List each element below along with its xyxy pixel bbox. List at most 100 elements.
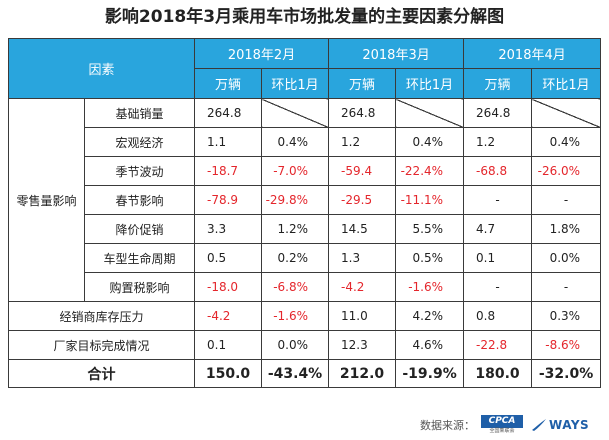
cpca-logo: CPCA 全国乘联会 <box>481 415 523 435</box>
total-label: 合计 <box>7 359 196 388</box>
row-label: 车型生命周期 <box>83 243 196 273</box>
mom-cell: 0.3% <box>531 301 602 331</box>
value-cell: -68.8 <box>463 156 533 186</box>
row-label: 经销商库存压力 <box>7 301 196 331</box>
total-value-cell: 212.0 <box>328 359 397 388</box>
empty-diagonal-cell <box>395 98 465 128</box>
row-label: 季节波动 <box>83 156 196 186</box>
mom-cell: 0.5% <box>395 243 465 273</box>
total-value-cell: 150.0 <box>194 359 263 388</box>
mom-cell: 0.0% <box>261 330 330 360</box>
mom-cell: 4.6% <box>395 330 465 360</box>
ways-logo-text: WAYS <box>549 418 590 432</box>
mom-cell: 0.4% <box>531 127 602 157</box>
table-row: 购置税影响 -18.0 -6.8% -4.2 -1.6% - - <box>9 272 602 302</box>
header-mom: 环比1月 <box>261 68 330 99</box>
mom-cell: -26.0% <box>531 156 602 186</box>
value-cell: 1.2 <box>463 127 533 157</box>
mom-cell: 5.5% <box>395 214 465 244</box>
value-cell: 1.3 <box>328 243 397 273</box>
factor-table: 因素 2018年2月 2018年3月 2018年4月 万辆 环比1月 万辆 环比… <box>7 38 602 388</box>
ways-logo: WAYS <box>531 418 589 432</box>
cpca-logo-subtext: 全国乘联会 <box>489 428 515 434</box>
value-cell: - <box>463 272 533 302</box>
empty-diagonal-cell <box>261 98 330 128</box>
cpca-logo-mark: CPCA <box>481 415 523 428</box>
value-cell: -18.0 <box>194 272 263 302</box>
table-row: 经销商库存压力 -4.2 -1.6% 11.0 4.2% 0.8 0.3% <box>7 301 602 331</box>
header-month-feb: 2018年2月 <box>194 38 330 69</box>
table-row: 宏观经济 1.1 0.4% 1.2 0.4% 1.2 0.4% <box>9 127 602 157</box>
mom-cell: 0.4% <box>395 127 465 157</box>
value-cell: 0.1 <box>463 243 533 273</box>
header-mom: 环比1月 <box>531 68 602 99</box>
mom-cell: -1.6% <box>261 301 330 331</box>
table-row: 降价促销 3.3 1.2% 14.5 5.5% 4.7 1.8% <box>9 214 602 244</box>
value-cell: 4.7 <box>463 214 533 244</box>
mom-cell: - <box>531 185 602 215</box>
mom-cell: 4.2% <box>395 301 465 331</box>
header-month-mar: 2018年3月 <box>328 38 465 69</box>
value-cell: 11.0 <box>328 301 397 331</box>
value-cell: -78.9 <box>194 185 263 215</box>
empty-diagonal-cell <box>531 98 602 128</box>
mom-cell: -8.6% <box>531 330 602 360</box>
mom-cell: -29.8% <box>261 185 330 215</box>
value-cell: 264.8 <box>463 98 533 128</box>
mom-cell: -7.0% <box>261 156 330 186</box>
value-cell: -59.4 <box>328 156 397 186</box>
total-mom-cell: -19.9% <box>395 359 465 388</box>
row-label: 宏观经济 <box>83 127 196 157</box>
row-label: 降价促销 <box>83 214 196 244</box>
header-row-months: 因素 2018年2月 2018年3月 2018年4月 <box>7 38 602 99</box>
row-label: 春节影响 <box>83 185 196 215</box>
mom-cell: 0.0% <box>531 243 602 273</box>
mom-cell: 1.8% <box>531 214 602 244</box>
mom-cell: -11.1% <box>395 185 465 215</box>
table-row: 零售量影响 基础销量 264.8 264.8 264.8 <box>8 98 602 302</box>
table-row: 季节波动 -18.7 -7.0% -59.4 -22.4% -68.8 -26.0% <box>9 156 602 186</box>
header-unit: 万辆 <box>463 68 533 99</box>
source-footer: 数据来源： CPCA 全国乘联会 WAYS <box>420 414 605 436</box>
row-label: 厂家目标完成情况 <box>7 330 196 360</box>
value-cell: 264.8 <box>194 98 263 128</box>
value-cell: - <box>463 185 533 215</box>
value-cell: 0.8 <box>463 301 533 331</box>
value-cell: 3.3 <box>194 214 263 244</box>
value-cell: -18.7 <box>194 156 263 186</box>
ways-swoosh-icon <box>532 419 546 431</box>
value-cell: 0.1 <box>194 330 263 360</box>
value-cell: 12.3 <box>328 330 397 360</box>
mom-cell: - <box>531 272 602 302</box>
value-cell: -22.8 <box>463 330 533 360</box>
mom-cell: 0.4% <box>261 127 330 157</box>
row-label: 基础销量 <box>83 98 196 128</box>
value-cell: 14.5 <box>328 214 397 244</box>
value-cell: 1.1 <box>194 127 263 157</box>
mom-cell: 0.2% <box>261 243 330 273</box>
table-row: 厂家目标完成情况 0.1 0.0% 12.3 4.6% -22.8 -8.6% <box>7 330 602 360</box>
mom-cell: 1.2% <box>261 214 330 244</box>
row-label: 购置税影响 <box>83 272 196 302</box>
mom-cell: -22.4% <box>395 156 465 186</box>
total-mom-cell: -32.0% <box>531 359 602 388</box>
table-row: 车型生命周期 0.5 0.2% 1.3 0.5% 0.1 0.0% <box>9 243 602 273</box>
mom-cell: -1.6% <box>395 272 465 302</box>
table-row: 春节影响 -78.9 -29.8% -29.5 -11.1% - - <box>9 185 602 215</box>
value-cell: 1.2 <box>328 127 397 157</box>
value-cell: -4.2 <box>328 272 397 302</box>
group-label-retail: 零售量影响 <box>8 98 85 302</box>
total-value-cell: 180.0 <box>463 359 533 388</box>
mom-cell: -6.8% <box>261 272 330 302</box>
source-label: 数据来源： <box>420 419 475 432</box>
value-cell: 0.5 <box>194 243 263 273</box>
header-row-units: 万辆 环比1月 万辆 环比1月 万辆 环比1月 <box>9 68 602 99</box>
header-mom: 环比1月 <box>395 68 465 99</box>
header-unit: 万辆 <box>194 68 263 99</box>
value-cell: 264.8 <box>328 98 397 128</box>
header-unit: 万辆 <box>328 68 397 99</box>
header-month-apr: 2018年4月 <box>463 38 602 69</box>
value-cell: -4.2 <box>194 301 263 331</box>
value-cell: -29.5 <box>328 185 397 215</box>
total-mom-cell: -43.4% <box>261 359 330 388</box>
